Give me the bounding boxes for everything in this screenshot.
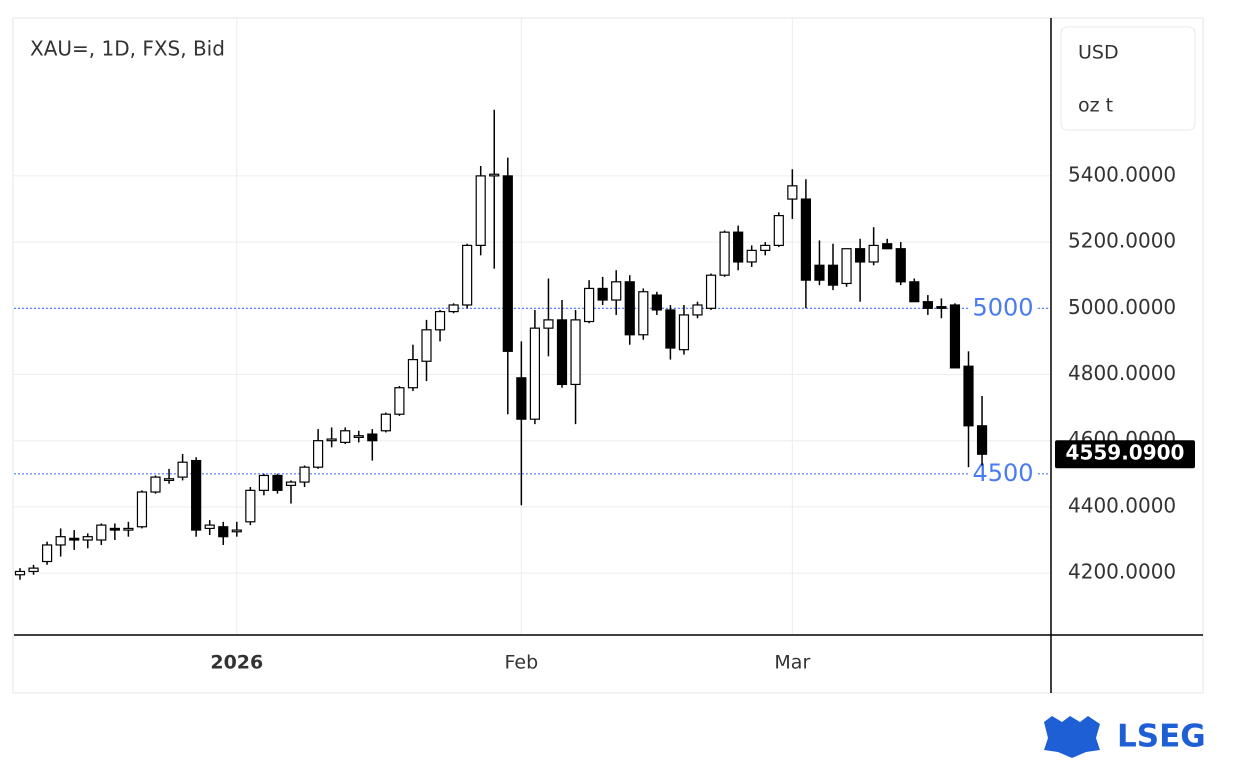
reference-label-bg (970, 295, 1036, 322)
candle-body (258, 474, 269, 491)
candle-body (909, 281, 920, 303)
candle-body (611, 281, 622, 301)
reference-label-bg (970, 460, 1036, 487)
candle-body (55, 536, 66, 546)
candle-body (380, 413, 391, 432)
candle-body (976, 425, 988, 455)
candle-body (516, 377, 527, 420)
candle-body (570, 319, 581, 386)
chart-title: XAU=, 1D, FXS, Bid (30, 37, 225, 61)
candle-body (854, 248, 866, 263)
candle-body (800, 198, 812, 281)
candle-body (678, 314, 690, 351)
candle-body (733, 231, 744, 263)
candle-body (150, 476, 161, 493)
candle-body (326, 438, 337, 442)
candle-body (529, 327, 541, 420)
candle-body (231, 529, 242, 533)
x-tick-label: Mar (774, 652, 810, 674)
reference-label: 5000 (972, 293, 1033, 321)
candle-body (651, 294, 662, 311)
candle-body (963, 365, 974, 427)
candle-body (705, 274, 717, 309)
candle-body (407, 359, 419, 389)
candle-body (177, 461, 188, 478)
logo: LSEG (1044, 716, 1206, 758)
candle-body (583, 287, 595, 323)
candle-body (82, 536, 93, 541)
candle-body (868, 244, 879, 263)
candle-body (936, 306, 947, 309)
candle-body (163, 478, 175, 482)
candle-body (123, 527, 134, 531)
y-tick-label: 4800.0000 (1068, 361, 1176, 385)
candle-body (624, 281, 635, 336)
candle-body (204, 524, 215, 530)
candle-body (285, 481, 297, 486)
unit-label: oz t (1078, 95, 1113, 117)
candle-body (475, 175, 486, 247)
candle-body (218, 526, 229, 538)
candle-body (367, 433, 378, 442)
candle-body (299, 466, 310, 483)
candle-body (882, 243, 893, 250)
candle-body (787, 185, 798, 200)
candle-body (502, 175, 513, 352)
x-tick-label: Feb (505, 652, 539, 674)
candle-body (448, 304, 459, 313)
candle-body (96, 524, 107, 541)
candle-body (760, 244, 771, 251)
candle-body (949, 304, 961, 369)
candle-body (272, 474, 283, 491)
candle-body (746, 249, 757, 263)
candle-body (109, 527, 120, 531)
candle-body (692, 304, 703, 316)
candle-body (719, 231, 730, 276)
candle-body (827, 264, 839, 286)
y-tick-label: 4200.0000 (1068, 560, 1176, 584)
candle-body (353, 435, 364, 438)
candle-body (340, 430, 351, 443)
candle-body (394, 387, 405, 415)
candle-body (69, 537, 80, 541)
candle-body (245, 489, 256, 523)
candle-body (41, 544, 53, 563)
y-tick-label: 4400.0000 (1068, 493, 1176, 517)
y-tick-label: 5200.0000 (1068, 229, 1176, 253)
unit-box (1060, 26, 1196, 131)
candle-body (773, 215, 784, 247)
last-price-label: 4559.0900 (1066, 441, 1185, 465)
candle-body (556, 319, 568, 386)
candle-body (895, 248, 906, 283)
candle-body (922, 301, 933, 309)
candle-body (665, 309, 676, 349)
candle-body (814, 264, 825, 281)
logo-text: LSEG (1117, 719, 1206, 755)
y-tick-label: 5000.0000 (1068, 295, 1176, 319)
candle-body (638, 291, 649, 336)
candle-body (313, 440, 324, 468)
y-tick-label: 5400.0000 (1068, 162, 1176, 186)
candle-body (841, 248, 852, 285)
candle-body (543, 319, 554, 329)
candle-body (14, 570, 26, 576)
candle-body (597, 287, 608, 301)
logo-crest (1044, 716, 1100, 758)
candle-body (191, 459, 202, 531)
currency-label: USD (1078, 42, 1119, 64)
candle-body (462, 244, 473, 306)
candle-body (136, 491, 148, 528)
candle-body (434, 311, 446, 331)
candle-body (421, 329, 432, 362)
last-price-box (1055, 440, 1195, 469)
candle-body (489, 173, 500, 177)
candle-body (28, 567, 39, 573)
x-tick-label: 2026 (210, 652, 263, 674)
chart-frame (12, 17, 1204, 694)
